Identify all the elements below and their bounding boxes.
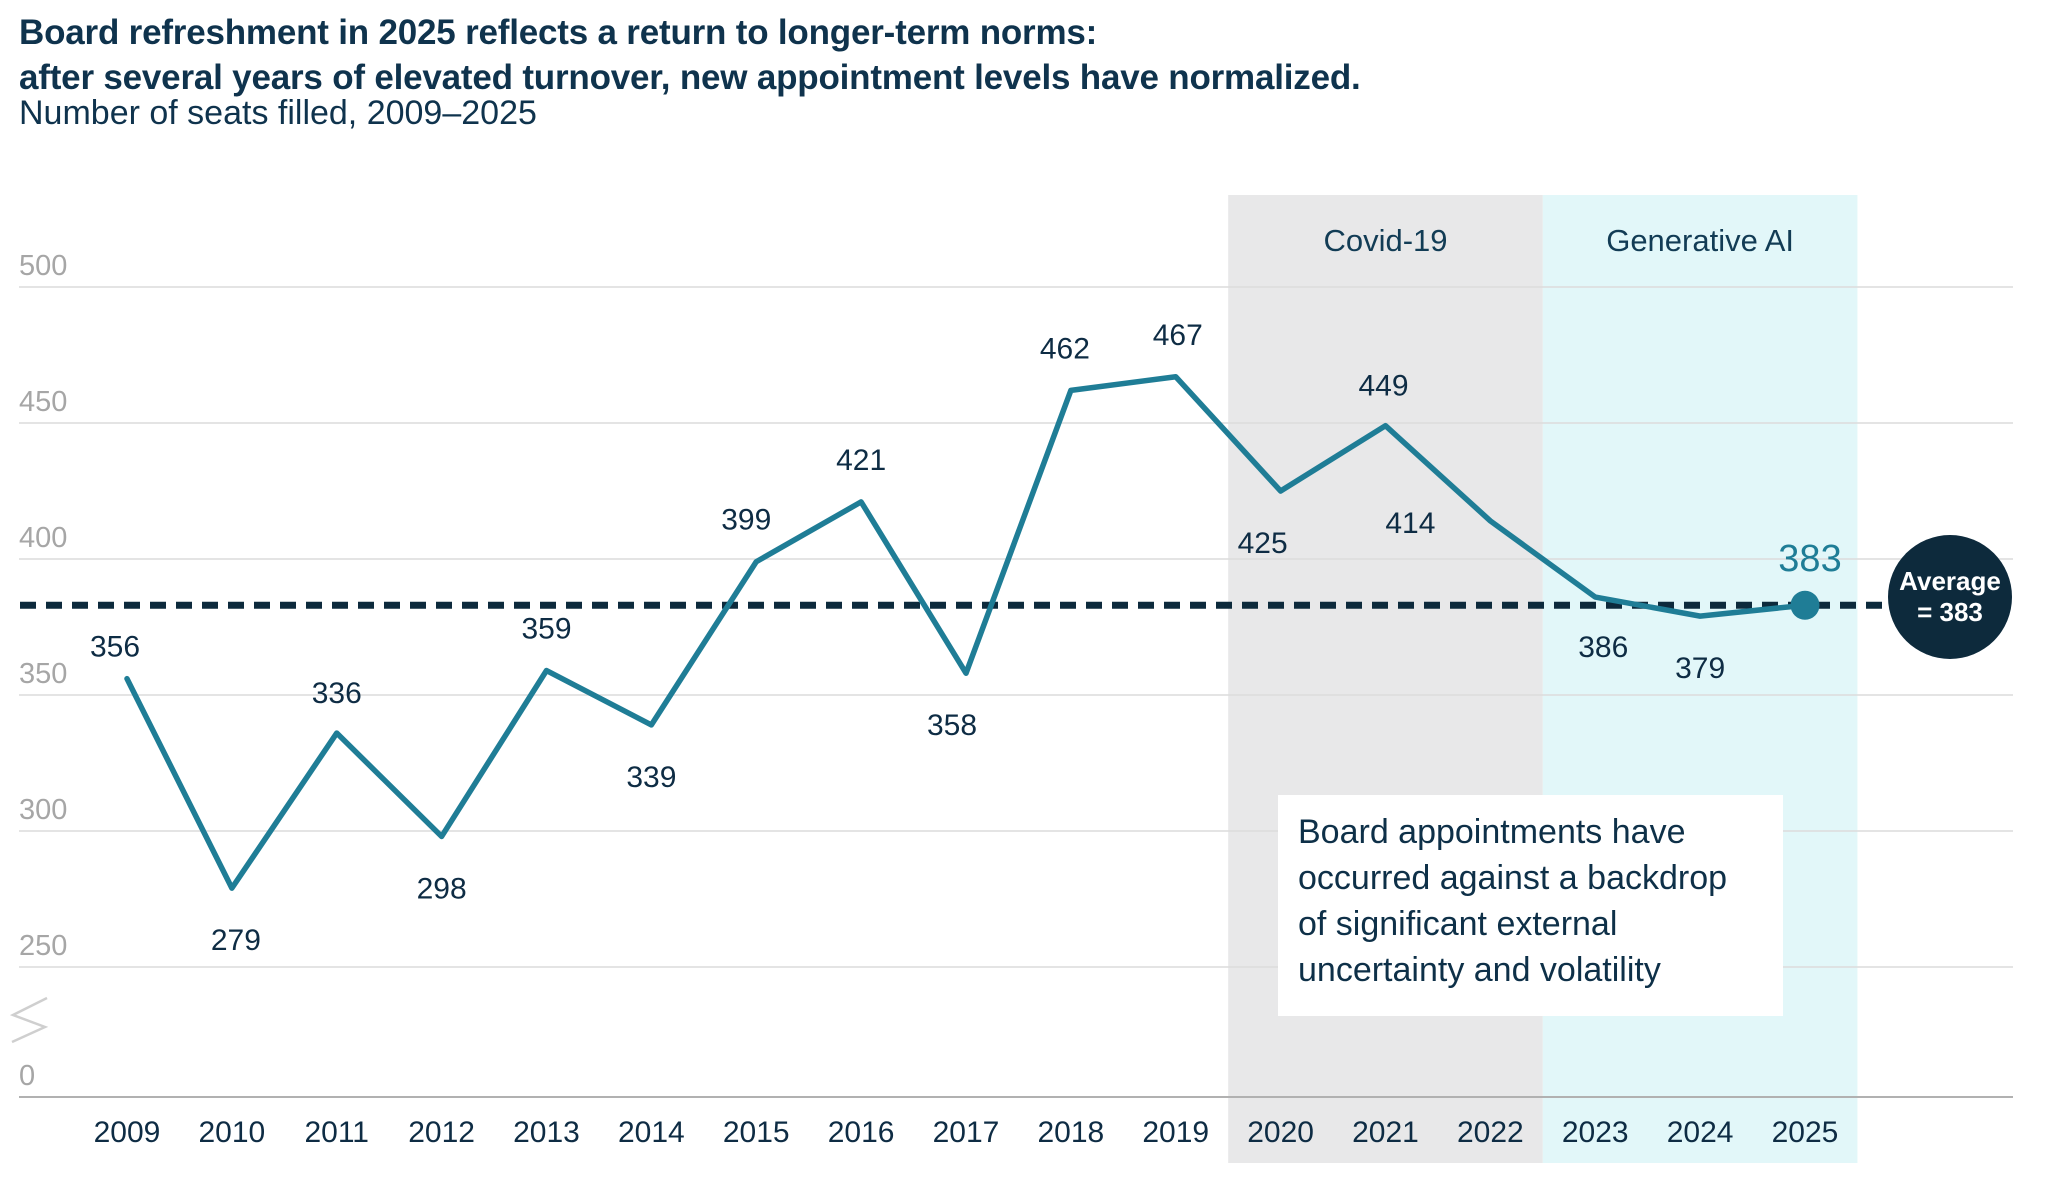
average-badge-line2: = 383 [1917,597,1983,627]
chart-title-line1: Board refreshment in 2025 reflects a ret… [19,13,1098,52]
x-tick-label-2016: 2016 [828,1116,895,1149]
y-tick-label-250: 250 [19,930,67,962]
data-label-2012: 298 [417,872,467,905]
y-tick-label-300: 300 [19,794,67,826]
chart-title: Board refreshment in 2025 reflects a ret… [19,10,1919,100]
x-tick-label-2018: 2018 [1038,1116,1105,1149]
y-tick-label-0: 0 [19,1060,35,1092]
axis-break-icon [9,996,49,1044]
x-tick-label-2023: 2023 [1562,1116,1629,1149]
y-tick-label-500: 500 [19,250,67,282]
data-label-2011: 336 [312,677,362,710]
x-tick-label-2015: 2015 [723,1116,790,1149]
x-tick-label-2021: 2021 [1352,1116,1419,1149]
data-label-2017: 358 [927,709,977,742]
x-tick-label-2010: 2010 [199,1116,266,1149]
era-band-label: Covid-19 [1323,223,1447,258]
data-label-2019: 467 [1153,319,1203,352]
average-badge-line1: Average [1899,566,2001,596]
annotation-line: of significant external [1298,905,1618,943]
seats-filled-line [124,374,1808,891]
annotation-line: Board appointments have [1298,813,1686,851]
era-band-label: Generative AI [1606,223,1794,258]
data-label-2016: 421 [836,444,886,477]
x-tick-label-2019: 2019 [1142,1116,1209,1149]
data-label-2010: 279 [211,924,261,957]
data-label-2018: 462 [1040,332,1090,365]
data-point-marker-2025 [1790,590,1820,620]
data-label-2020: 425 [1238,527,1288,560]
data-label-2024: 379 [1675,652,1725,685]
chart-title-line2: after several years of elevated turnover… [19,58,1361,97]
average-badge: Average = 383 [1888,535,2012,659]
data-label-2021: 449 [1358,370,1408,403]
data-label-2013: 359 [521,613,571,646]
chart-subtitle: Number of seats filled, 2009–2025 [19,94,537,132]
data-label-2009: 356 [90,631,140,664]
data-label-2015: 399 [721,504,771,537]
x-tick-label-2024: 2024 [1667,1116,1734,1149]
y-tick-label-450: 450 [19,386,67,418]
x-tick-label-2013: 2013 [513,1116,580,1149]
x-tick-label-2012: 2012 [408,1116,475,1149]
data-label-2025: 383 [1778,538,1841,580]
data-label-2023: 386 [1578,631,1628,664]
x-tick-label-2011: 2011 [304,1116,369,1149]
x-tick-label-2009: 2009 [94,1116,161,1149]
data-label-2022: 414 [1385,507,1435,540]
x-tick-label-2017: 2017 [933,1116,1000,1149]
y-tick-label-400: 400 [19,522,67,554]
annotation-line: uncertainty and volatility [1298,951,1661,989]
x-tick-label-2020: 2020 [1247,1116,1314,1149]
x-tick-label-2014: 2014 [618,1116,685,1149]
annotation-callout: Board appointments have occurred against… [1278,795,1783,1016]
annotation-line: occurred against a backdrop [1298,859,1728,897]
x-tick-label-2025: 2025 [1772,1116,1839,1149]
data-label-2014: 339 [626,761,676,794]
x-tick-label-2022: 2022 [1457,1116,1524,1149]
era-band-covid-19 [1228,195,1543,1163]
y-tick-label-350: 350 [19,658,67,690]
